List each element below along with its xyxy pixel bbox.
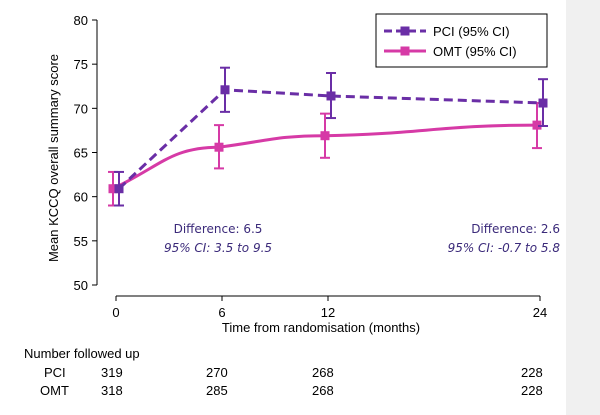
y-tick-label-75: 75 <box>74 57 88 72</box>
legend-label-pci: PCI (95% CI) <box>433 24 510 39</box>
annotation-ci-6: 95% CI: 3.5 to 9.5 <box>164 241 272 255</box>
series-layer <box>108 66 548 207</box>
followup-omt-12: 268 <box>312 383 334 398</box>
series-omt <box>108 102 542 207</box>
followup-omt-0: 318 <box>101 383 123 398</box>
omt-line <box>112 123 538 191</box>
followup-label-omt: OMT <box>40 383 69 398</box>
series-pci <box>114 66 548 207</box>
omt-marker-6 <box>214 142 224 152</box>
pci-line <box>117 88 544 190</box>
x-axis-title: Time from randomisation (months) <box>222 320 420 335</box>
legend-marker-omt <box>400 46 410 56</box>
followup-title: Number followed up <box>24 346 140 361</box>
y-tick-label-60: 60 <box>74 190 88 205</box>
omt-marker-24 <box>532 120 542 130</box>
legend: PCI (95% CI) OMT (95% CI) <box>375 13 548 68</box>
y-tick-label-70: 70 <box>74 101 88 116</box>
pci-marker-0 <box>114 184 124 194</box>
x-tick-label-6: 6 <box>218 305 225 320</box>
y-tick-label-80: 80 <box>74 13 88 28</box>
legend-label-omt: OMT (95% CI) <box>433 44 517 59</box>
line-chart: 50 55 60 65 70 75 80 0 6 12 24 PCI (95% CI) OMT (95… <box>46 13 561 335</box>
y-axis-title: Mean KCCQ overall summary score <box>46 54 61 262</box>
legend-marker-pci <box>400 26 410 36</box>
annotation-ci-24: 95% CI: -0.7 to 5.8 <box>448 241 561 255</box>
y-tick-label-55: 55 <box>74 234 88 249</box>
omt-marker-12 <box>320 131 330 141</box>
followup-omt-6: 285 <box>206 383 228 398</box>
followup-omt-24: 228 <box>521 383 543 398</box>
followup-label-pci: PCI <box>44 365 66 380</box>
followup-pci-12: 268 <box>312 365 334 380</box>
y-tick-label-50: 50 <box>74 278 88 293</box>
pci-marker-6 <box>220 85 230 95</box>
x-tick-label-12: 12 <box>321 305 335 320</box>
followup-pci-24: 228 <box>521 365 543 380</box>
side-strip <box>566 0 600 415</box>
omt-marker-0 <box>108 184 118 194</box>
pci-marker-24 <box>538 98 548 108</box>
followup-pci-6: 270 <box>206 365 228 380</box>
annotation-difference-6: Difference: 6.5 <box>174 222 263 236</box>
chart-axes: 50 55 60 65 70 75 80 0 6 12 24 <box>74 13 548 320</box>
annotation-difference-24: Difference: 2.6 <box>471 222 560 236</box>
legend-box <box>375 13 548 68</box>
x-tick-label-24: 24 <box>533 305 547 320</box>
y-tick-label-65: 65 <box>74 146 88 161</box>
followup-pci-0: 319 <box>101 365 123 380</box>
x-tick-label-0: 0 <box>112 305 119 320</box>
pci-marker-12 <box>326 91 336 101</box>
